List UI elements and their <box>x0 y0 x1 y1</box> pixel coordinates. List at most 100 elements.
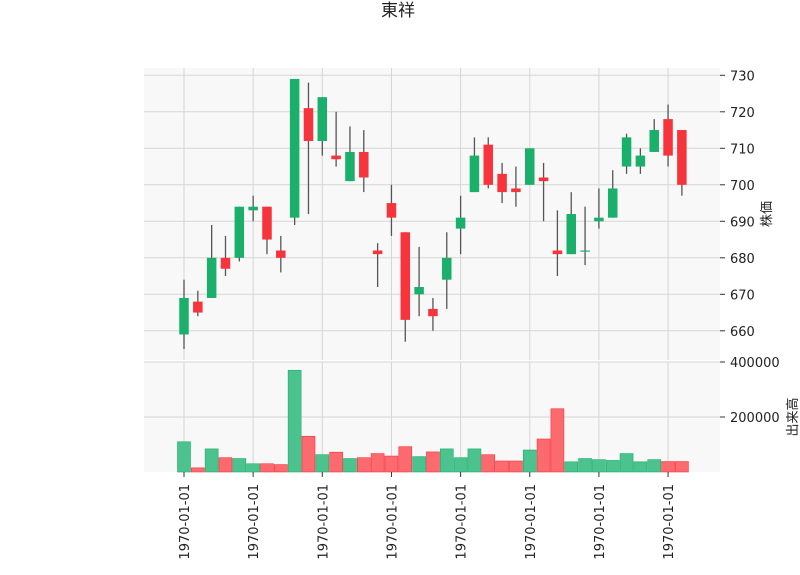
candle <box>220 235 231 277</box>
volume-bar <box>481 454 496 473</box>
candle <box>317 97 328 156</box>
price-tick-label: 660 <box>730 325 755 340</box>
price-axis-label: 株価 <box>760 201 775 227</box>
candle <box>206 224 217 298</box>
volume-bar <box>260 463 274 473</box>
volume-bar <box>191 467 205 473</box>
candle <box>193 290 203 317</box>
volume-bar <box>550 408 565 473</box>
candle-body <box>331 155 341 160</box>
price-tick-label: 710 <box>730 142 755 157</box>
volume-bar <box>384 455 399 473</box>
volume-bar <box>536 438 551 473</box>
volume-axis: 200000 400000 <box>720 356 780 426</box>
volume-bar <box>301 435 316 473</box>
volume-bar <box>619 453 634 473</box>
candle-body <box>677 130 687 185</box>
volume-bar <box>661 461 675 473</box>
volume-bar <box>592 459 606 473</box>
candle-body <box>635 155 646 167</box>
volume-tick-label: 400000 <box>730 356 780 371</box>
candle-body <box>386 203 397 218</box>
candle <box>234 206 245 262</box>
volume-bar <box>246 463 260 473</box>
volume-bar <box>633 461 648 473</box>
x-tick-label: 1970-01-01 <box>524 484 539 560</box>
candle-body <box>359 151 369 178</box>
volume-bar <box>343 458 357 473</box>
candle-body <box>663 119 673 156</box>
candle-body <box>345 151 355 182</box>
candle-body <box>511 188 521 193</box>
x-tick-label: 1970-01-01 <box>247 484 262 560</box>
candle <box>635 148 646 174</box>
candle-body <box>206 257 217 298</box>
candle <box>511 166 521 207</box>
candle <box>289 78 300 225</box>
price-tick-label: 670 <box>730 288 755 303</box>
price-tick-label: 680 <box>730 252 755 267</box>
candle <box>455 195 466 255</box>
candle-body <box>566 214 576 255</box>
candle <box>276 235 286 273</box>
volume-axis-label: 出来高 <box>785 397 800 436</box>
candle-body <box>594 217 604 222</box>
candle-body <box>179 297 189 335</box>
candle-body <box>455 217 466 229</box>
candle <box>303 82 314 214</box>
candles <box>179 78 687 350</box>
volume-bar <box>232 458 247 473</box>
candle <box>566 192 576 255</box>
candle-body <box>483 144 494 185</box>
candle <box>663 104 673 167</box>
x-tick-label: 1970-01-01 <box>316 484 331 560</box>
volume-bar <box>647 459 662 473</box>
candle-body <box>497 173 507 193</box>
candle <box>248 195 258 222</box>
volume-bar <box>218 457 233 473</box>
candle <box>677 130 687 196</box>
candle <box>442 232 452 309</box>
volume-bar <box>578 458 592 473</box>
candle-body <box>234 206 245 258</box>
volume-bar <box>426 451 440 473</box>
volume-tick-label: 200000 <box>730 411 780 426</box>
candle <box>538 162 549 222</box>
volume-bar <box>467 448 482 473</box>
volume-bar <box>605 460 620 473</box>
x-tick-label: 1970-01-01 <box>455 484 470 560</box>
price-tick-label: 730 <box>730 69 755 84</box>
candle <box>414 246 424 317</box>
volume-bar <box>412 456 426 473</box>
price-tick-label: 690 <box>730 215 755 230</box>
candle-body <box>372 250 383 255</box>
x-tick-label: 1970-01-01 <box>662 484 677 560</box>
candle-body <box>607 188 618 218</box>
candle-body <box>469 155 480 193</box>
candle <box>372 243 383 287</box>
x-tick-label: 1970-01-01 <box>593 484 608 560</box>
chart-title: 東祥 <box>381 1 415 21</box>
volume-bars <box>177 369 689 473</box>
candle-body <box>621 137 632 167</box>
volume-bar <box>274 464 288 473</box>
volume-bar <box>398 446 413 473</box>
candle-body <box>552 250 563 255</box>
volume-bar <box>177 441 191 473</box>
candle <box>594 188 604 229</box>
candle-body <box>303 108 314 141</box>
price-tick-label: 720 <box>730 106 755 121</box>
candle-body <box>580 250 590 252</box>
candle <box>525 148 535 185</box>
candle-body <box>442 257 452 280</box>
candle-body <box>649 130 659 152</box>
candle <box>649 119 659 152</box>
volume-bar <box>204 448 219 473</box>
candle-body <box>289 78 300 218</box>
candle <box>621 133 632 174</box>
candle-body <box>248 206 258 211</box>
volume-bar <box>509 460 523 473</box>
volume-bar <box>329 451 343 473</box>
candle-body <box>414 287 424 295</box>
